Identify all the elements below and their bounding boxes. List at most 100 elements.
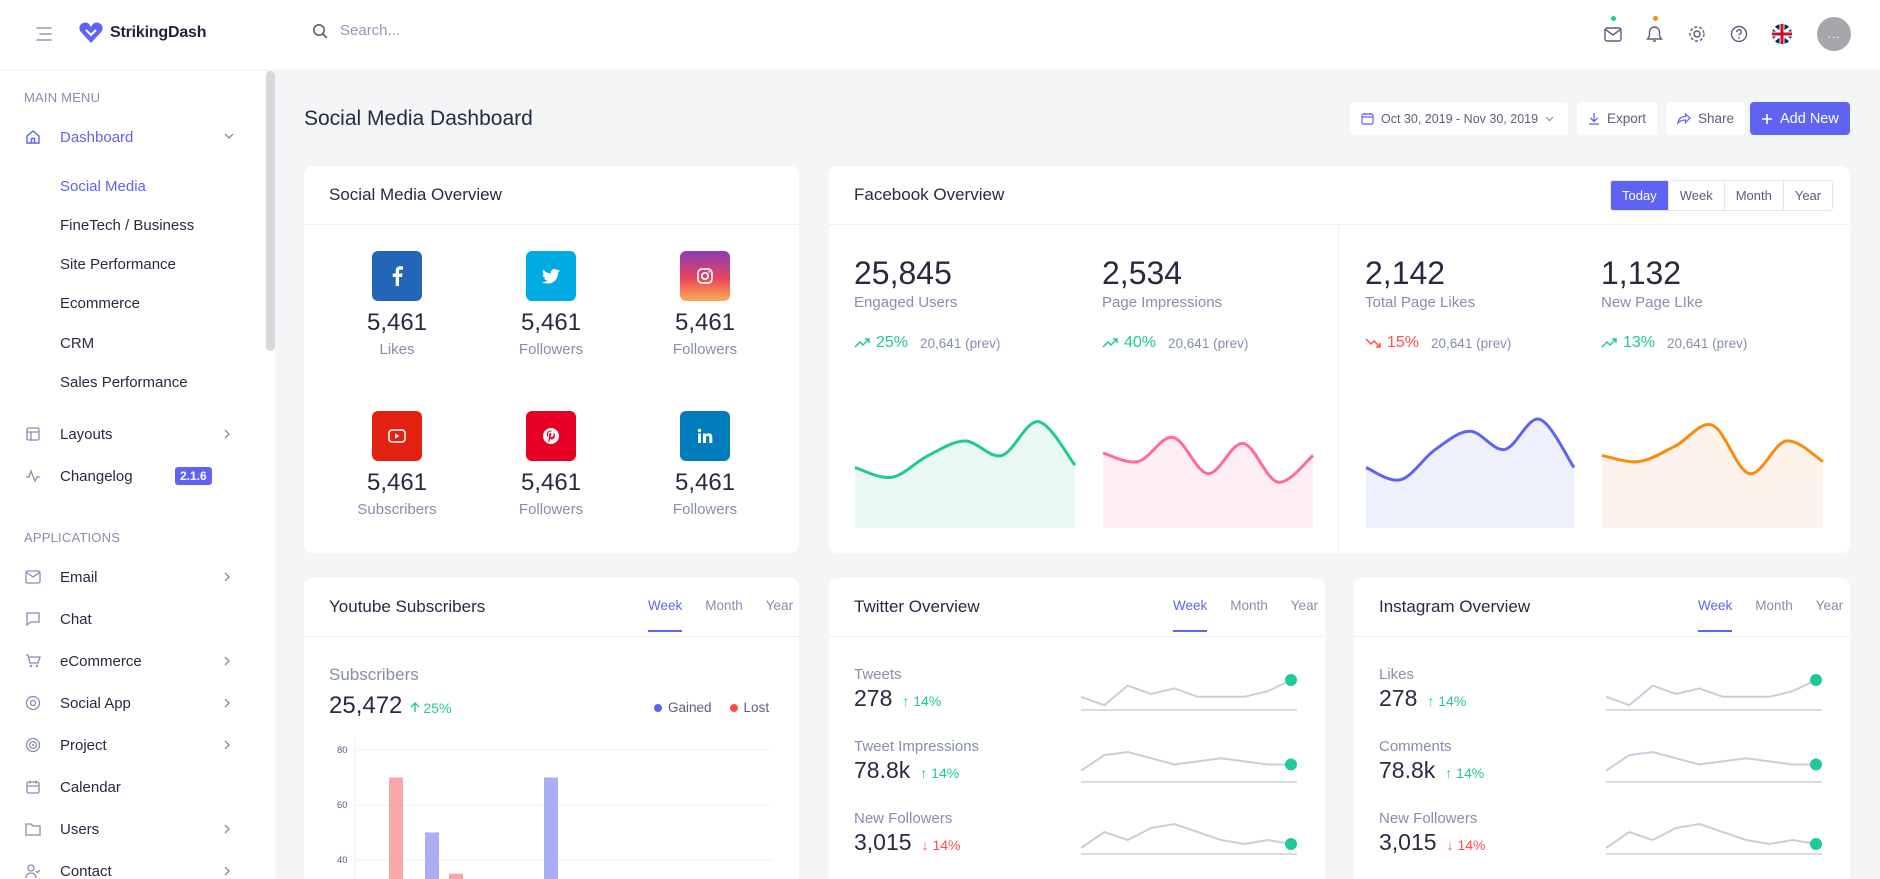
tab-month[interactable]: Month bbox=[1755, 598, 1793, 613]
tab-week[interactable]: Week bbox=[1698, 598, 1733, 632]
sidebar-item-social-app[interactable]: Social App bbox=[24, 694, 131, 712]
sparkline-end-dot bbox=[1810, 674, 1822, 686]
chevron-right-icon[interactable] bbox=[224, 824, 231, 834]
card-title: Social Media Overview bbox=[329, 185, 502, 204]
stat-value: 5,461 bbox=[674, 469, 736, 496]
stat-value: 25,845 bbox=[854, 255, 952, 291]
facebook-icon[interactable] bbox=[372, 251, 422, 301]
new-page-like-area-chart bbox=[1601, 423, 1824, 528]
chevron-right-icon[interactable] bbox=[224, 656, 231, 666]
area-line bbox=[854, 420, 1076, 480]
date-range-picker[interactable]: Oct 30, 2019 - Nov 30, 2019 bbox=[1350, 102, 1568, 135]
bar[interactable] bbox=[389, 777, 403, 879]
chevron-right-icon[interactable] bbox=[224, 698, 231, 708]
stat-label: Tweets bbox=[854, 666, 902, 683]
instagram-icon[interactable] bbox=[680, 251, 730, 301]
search-icon bbox=[313, 23, 328, 38]
tab-month[interactable]: Month bbox=[1723, 181, 1783, 210]
sidebar-item-dashboard[interactable]: Dashboard bbox=[24, 128, 133, 146]
sidebar-item-label: Project bbox=[60, 736, 107, 754]
facebook-stat: 5,461 Likes bbox=[337, 251, 457, 358]
linkedin-icon[interactable] bbox=[680, 411, 730, 461]
brand-logo[interactable]: StrikingDash bbox=[78, 21, 206, 45]
tab-week[interactable]: Week bbox=[1173, 598, 1208, 632]
sidebar-subitem-crm[interactable]: CRM bbox=[60, 335, 95, 352]
sidebar-subitem-social-media[interactable]: Social Media bbox=[60, 178, 146, 195]
sidebar-subitem-site-performance[interactable]: Site Performance bbox=[60, 256, 176, 273]
help-icon[interactable] bbox=[1730, 25, 1748, 43]
youtube-icon[interactable] bbox=[372, 411, 422, 461]
chevron-right-icon[interactable] bbox=[224, 572, 231, 582]
bar[interactable] bbox=[544, 777, 558, 879]
stat-value: 3,015 bbox=[854, 829, 912, 855]
chevron-right-icon[interactable] bbox=[224, 866, 231, 876]
sidebar-item-calendar[interactable]: Calendar bbox=[24, 778, 121, 796]
stat-change: ↓ 14% bbox=[1446, 837, 1486, 853]
twitter-icon[interactable] bbox=[526, 251, 576, 301]
tab-year[interactable]: Year bbox=[1782, 181, 1832, 210]
tab-year[interactable]: Year bbox=[765, 598, 794, 613]
youtube-period-tabs: Week Month Year bbox=[648, 598, 816, 632]
gear-icon[interactable] bbox=[1688, 25, 1706, 43]
add-new-button[interactable]: Add New bbox=[1750, 102, 1850, 135]
arrow-up-icon bbox=[410, 702, 420, 712]
hamburger-menu-icon[interactable] bbox=[35, 26, 53, 42]
linkedin-stat: 5,461 Followers bbox=[645, 411, 765, 518]
sidebar-subitem-sales-performance[interactable]: Sales Performance bbox=[60, 374, 188, 391]
sidebar-item-project[interactable]: Project bbox=[24, 736, 107, 754]
sidebar-item-users[interactable]: Users bbox=[24, 820, 99, 838]
sparkline-path bbox=[1605, 679, 1817, 707]
sidebar-item-label: Layouts bbox=[60, 425, 113, 443]
stat-value: 5,461 bbox=[674, 309, 736, 336]
sidebar-item-contact[interactable]: Contact bbox=[24, 862, 112, 879]
bell-icon[interactable] bbox=[1646, 25, 1663, 43]
tab-week[interactable]: Week bbox=[1667, 181, 1724, 210]
card-header: Facebook Overview bbox=[829, 166, 1850, 225]
sidebar-scrollbar[interactable] bbox=[266, 71, 275, 351]
sidebar-subitem-finetech[interactable]: FineTech / Business bbox=[60, 217, 195, 234]
tab-year[interactable]: Year bbox=[1290, 598, 1319, 613]
change-percent: 25% bbox=[876, 334, 909, 351]
bar[interactable] bbox=[425, 832, 439, 879]
bar[interactable] bbox=[449, 873, 463, 879]
sidebar-subitem-ecommerce[interactable]: Ecommerce bbox=[60, 295, 141, 312]
search-bar[interactable]: Search... bbox=[312, 22, 400, 39]
chevron-right-icon[interactable] bbox=[224, 429, 231, 439]
sidebar-item-ecommerce[interactable]: eCommerce bbox=[24, 652, 142, 670]
change-percent: 15% bbox=[1387, 334, 1420, 351]
sparkline-end-dot bbox=[1810, 758, 1822, 771]
sparkline-path bbox=[1080, 822, 1292, 849]
sidebar-item-layouts[interactable]: Layouts bbox=[24, 425, 113, 443]
tab-week[interactable]: Week bbox=[648, 598, 683, 632]
tab-today[interactable]: Today bbox=[1611, 181, 1668, 210]
twitter-new-followers-sparkline bbox=[1080, 822, 1297, 855]
tab-month[interactable]: Month bbox=[1230, 598, 1268, 613]
tab-month[interactable]: Month bbox=[705, 598, 743, 613]
sidebar-item-chat[interactable]: Chat bbox=[24, 610, 92, 628]
social-media-overview-card: Social Media Overview 5,461 Likes 5,461 … bbox=[304, 166, 799, 553]
chevron-right-icon[interactable] bbox=[224, 740, 231, 750]
twitter-stat: 5,461 Followers bbox=[491, 251, 611, 358]
sidebar-item-label: Users bbox=[60, 820, 100, 838]
previous-value: 20,641 (prev) bbox=[1168, 335, 1249, 351]
sidebar-item-changelog[interactable]: Changelog bbox=[24, 467, 133, 485]
stat-label: Followers bbox=[672, 341, 738, 358]
calendar-icon bbox=[26, 780, 40, 794]
add-new-label: Add New bbox=[1780, 110, 1839, 127]
export-button[interactable]: Export bbox=[1577, 102, 1658, 135]
trending-up-icon bbox=[1601, 338, 1617, 348]
previous-value: 20,641 (prev) bbox=[1667, 335, 1748, 351]
sparkline-path bbox=[1080, 750, 1291, 772]
shopping-cart-icon bbox=[26, 654, 41, 668]
tab-year[interactable]: Year bbox=[1815, 598, 1844, 613]
uk-flag-icon[interactable] bbox=[1772, 24, 1792, 44]
user-avatar[interactable]: ... bbox=[1817, 17, 1851, 51]
share-button[interactable]: Share bbox=[1666, 102, 1746, 135]
chevron-down-icon[interactable] bbox=[224, 133, 234, 140]
pinterest-icon[interactable] bbox=[526, 411, 576, 461]
sidebar-item-email[interactable]: Email bbox=[24, 568, 98, 586]
change-percent: 25% bbox=[423, 699, 452, 716]
search-input[interactable]: Search... bbox=[340, 22, 401, 39]
sidebar-item-label: eCommerce bbox=[60, 652, 142, 670]
mail-icon[interactable] bbox=[1604, 27, 1622, 42]
